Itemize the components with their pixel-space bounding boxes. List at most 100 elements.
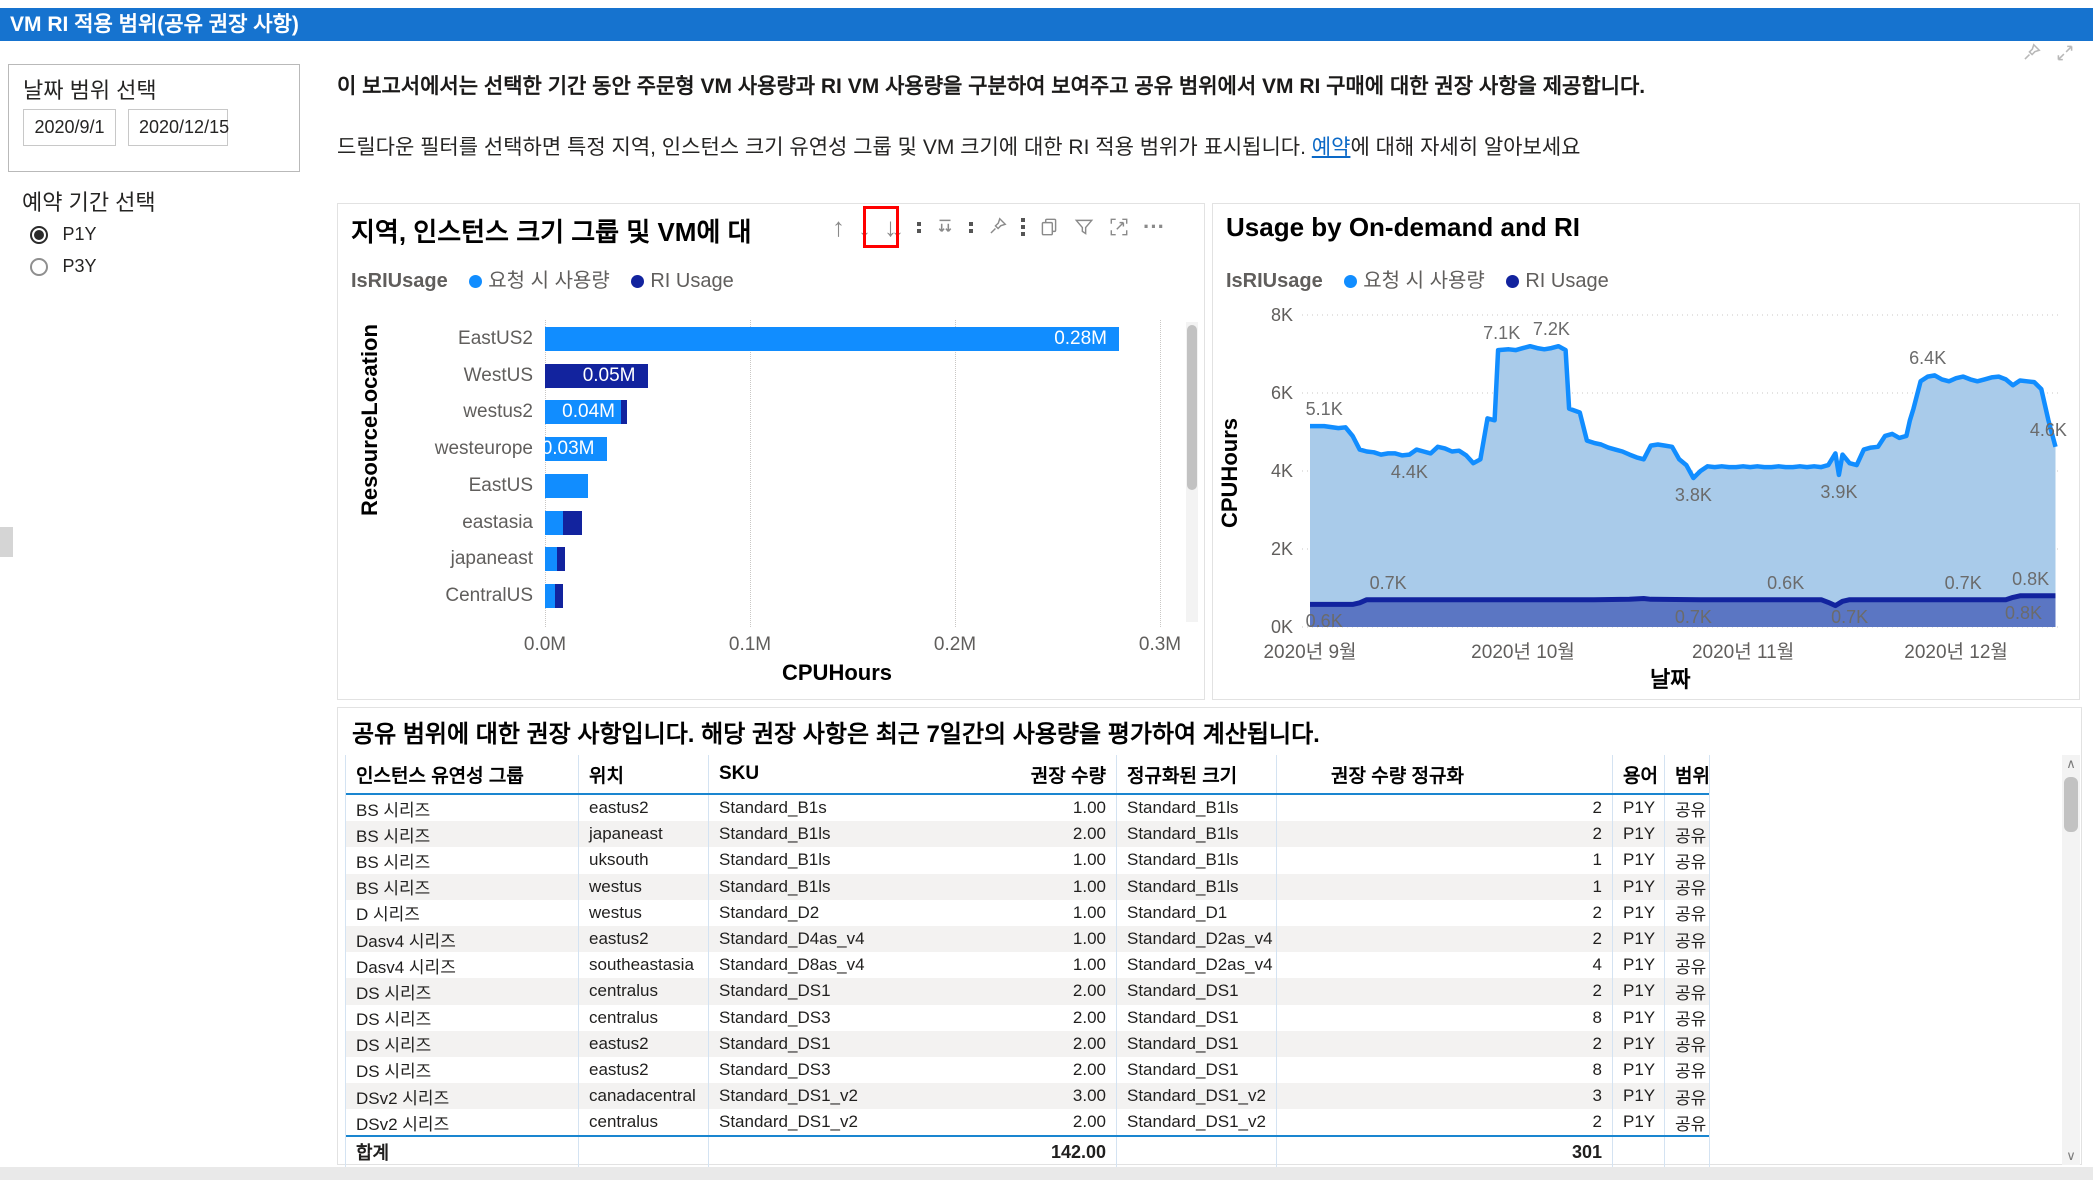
table-cell: 공유 [1664,899,1709,926]
bar-row[interactable] [545,547,566,572]
drill-up-icon[interactable]: ↑ [832,212,845,242]
bar-row[interactable]: 0.04M [545,400,627,425]
radio-p1y-circle[interactable] [30,225,48,244]
table-row[interactable]: DS 시리즈 centralus Standard_DS1 2.00 Standard_… [346,978,1709,1005]
bar-segment[interactable] [545,363,648,388]
table-row[interactable]: DSv2 시리즈 centralus Standard_DS1_v2 2.00 Stan… [346,1109,1709,1136]
bar-segment[interactable] [545,437,607,462]
table-scrollbar[interactable] [2062,755,2080,1165]
bar-segment[interactable] [557,547,566,572]
area-x-tick-label: 2020년 9월 [1263,642,1357,663]
table-cell: Standard_B1ls [708,847,952,874]
ondemand-legend-label[interactable]: 요청 시 사용량 [488,270,610,292]
bar-segment[interactable] [555,583,564,608]
pin-icon[interactable] [2020,42,2042,64]
table-cell: P1Y [1612,847,1664,874]
area-data-label: 0.7K [1831,606,1869,627]
reservations-link[interactable]: 예약 [1311,136,1351,159]
table-cell: 인스턴스 유연성 그룹 [356,765,524,787]
ri-legend-dot-icon[interactable] [631,275,645,288]
bar-row[interactable]: 0.05M [545,363,648,388]
table-cell: 2 [1276,899,1612,926]
table-row[interactable]: BS 시리즈 eastus2 Standard_B1s 1.00 Standard_B1… [346,795,1709,822]
area-data-label: 4.4K [1390,461,1428,482]
ri-legend2-label[interactable]: RI Usage [1525,270,1609,292]
table-scrollbar-thumb[interactable] [2064,777,2078,832]
table-row[interactable]: Dasv4 시리즈 southeastasia Standard_D8as_v4 1.… [346,952,1709,979]
table-cell: P1Y [1612,1030,1664,1057]
bar-category-label[interactable]: WestUS [463,364,533,386]
date-end-input[interactable]: 2020/12/15 [128,109,229,146]
table-scroll-down-icon[interactable]: ∨ [2062,1147,2080,1165]
ondemand-legend2-dot-icon[interactable] [1344,275,1358,288]
table-cell: 1.00 [1072,850,1106,870]
table-cell: Standard_B1ls [708,873,952,900]
area-chart-plot[interactable] [1300,305,2068,635]
table-row[interactable]: BS 시리즈 japaneast Standard_B1ls 2.00 Standard… [346,821,1709,848]
pin-visual-icon[interactable] [986,216,1008,238]
table-row[interactable]: D 시리즈 westus Standard_D2 1.00 Standard_D1 2 P1… [346,899,1709,926]
collapsed-pane-handle[interactable] [0,527,13,557]
table-row[interactable]: Dasv4 시리즈 eastus2 Standard_D4as_v4 1.00 Stan… [346,925,1709,953]
bar-row[interactable] [545,473,589,498]
expand-icon[interactable] [2054,42,2076,64]
bar-category-label[interactable]: eastasia [462,511,533,533]
bar-row[interactable] [545,583,564,608]
table-cell: P1Y [1612,873,1664,900]
bar-segment[interactable] [620,400,627,425]
table-row[interactable]: DS 시리즈 eastus2 Standard_DS1 2.00 Standard_DS… [346,1030,1709,1057]
area-y-tick-label: 4K [1270,461,1293,481]
date-start-input[interactable]: 2020/9/1 [23,109,116,146]
copy-icon[interactable] [1038,216,1060,238]
radio-p3y-circle[interactable] [30,257,48,276]
table-row[interactable]: BS 시리즈 uksouth Standard_B1ls 1.00 Standard_B… [346,847,1709,874]
more-options-icon[interactable]: ··· [1143,214,1165,239]
ri-legend-label[interactable]: RI Usage [650,270,734,292]
bar-category-label[interactable]: westus2 [463,401,533,423]
area-y-tick-label: 8K [1270,305,1293,325]
table-cell: 2 [1276,821,1612,848]
radio-p3y[interactable]: P3Y [30,256,96,277]
bar-segment[interactable] [545,327,1119,351]
horizontal-scrollbar[interactable] [0,1167,2093,1180]
bar-category-label[interactable]: japaneast [450,548,533,570]
bar-segment[interactable] [545,583,556,608]
bar-segment[interactable] [545,510,564,535]
bar-category-label[interactable]: CentralUS [445,584,533,606]
table-cell: 공유 [1664,1109,1709,1136]
bar-segment[interactable] [545,473,589,498]
table-row[interactable]: DSv2 시리즈 canadacentral Standard_DS1_v2 3.00… [346,1083,1709,1110]
bar-row[interactable] [545,510,582,535]
bar-category-label[interactable]: EastUS [468,474,533,496]
filter-icon[interactable] [1073,216,1095,238]
page-title: VM RI 적용 범위(공유 권장 사항) [10,13,299,36]
expand-all-levels-icon[interactable] [934,216,956,238]
ondemand-legend-dot-icon[interactable] [469,275,483,288]
table-cell: 3 [1276,1083,1612,1110]
bar-row[interactable]: 0.28M [545,327,1119,351]
area-x-tick-label: 2020년 11월 [1691,642,1795,663]
ri-legend2-dot-icon[interactable] [1506,275,1520,288]
table-scroll-up-icon[interactable]: ∧ [2062,755,2080,773]
area-data-label: 0.7K [1369,572,1407,593]
bar-category-label[interactable]: westeurope [434,438,533,460]
table-row[interactable]: DS 시리즈 eastus2 Standard_DS3 2.00 Standard_DS… [346,1056,1709,1084]
bar-segment[interactable] [545,400,621,425]
radio-p1y[interactable]: P1Y [30,224,96,245]
area-data-label: 4.6K [2029,419,2067,440]
focus-mode-icon[interactable] [1108,216,1130,238]
area-data-label: 0.8K [2012,568,2050,589]
table-row[interactable]: BS 시리즈 westus Standard_B1ls 1.00 Standard_B1… [346,873,1709,900]
bar-chart-scrollbar-thumb[interactable] [1187,325,1197,490]
table-row[interactable]: DS 시리즈 centralus Standard_DS3 2.00 Standard_… [346,1004,1709,1031]
area-chart-title: Usage by On-demand and RI [1226,212,1580,242]
table-cell: P1Y [1612,952,1664,979]
bar-segment[interactable] [545,547,558,572]
bar-row[interactable]: 0.03M [542,437,607,462]
go-to-next-level-icon[interactable]: ↓↓ [884,212,904,242]
bar-category-label[interactable]: EastUS2 [458,328,533,349]
menu-dots-icon [969,221,973,233]
ondemand-legend2-label[interactable]: 요청 시 사용량 [1363,270,1485,292]
bar-segment[interactable] [563,510,582,535]
level-dots-icon [917,221,921,233]
